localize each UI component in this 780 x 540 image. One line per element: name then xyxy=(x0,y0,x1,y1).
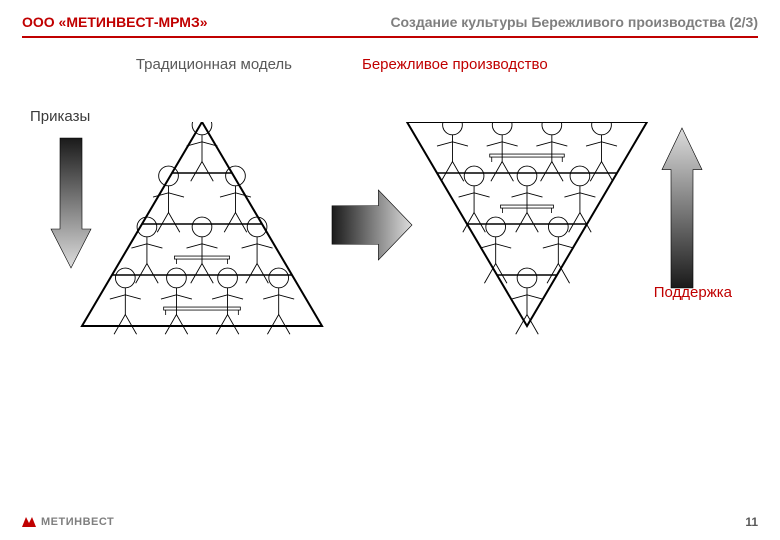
right-model-label: Бережливое производство xyxy=(332,56,758,79)
slide-footer: МЕТИНВЕСТ 11 xyxy=(22,513,758,530)
slide-header: ООО «МЕТИНВЕСТ-МРМЗ» Создание культуры Б… xyxy=(0,0,780,36)
logo-mark-icon xyxy=(22,513,36,530)
brand-logo: МЕТИНВЕСТ xyxy=(22,513,114,530)
brand-text: МЕТИНВЕСТ xyxy=(41,516,114,528)
slide-title: Создание культуры Бережливого производст… xyxy=(390,14,758,30)
company-name: ООО «МЕТИНВЕСТ-МРМЗ» xyxy=(22,14,208,30)
comparison-diagram xyxy=(22,122,758,362)
left-model-label: Традиционная модель xyxy=(22,56,322,79)
page-number: 11 xyxy=(745,515,758,529)
model-labels-row: Традиционная модель Бережливое производс… xyxy=(0,38,780,79)
